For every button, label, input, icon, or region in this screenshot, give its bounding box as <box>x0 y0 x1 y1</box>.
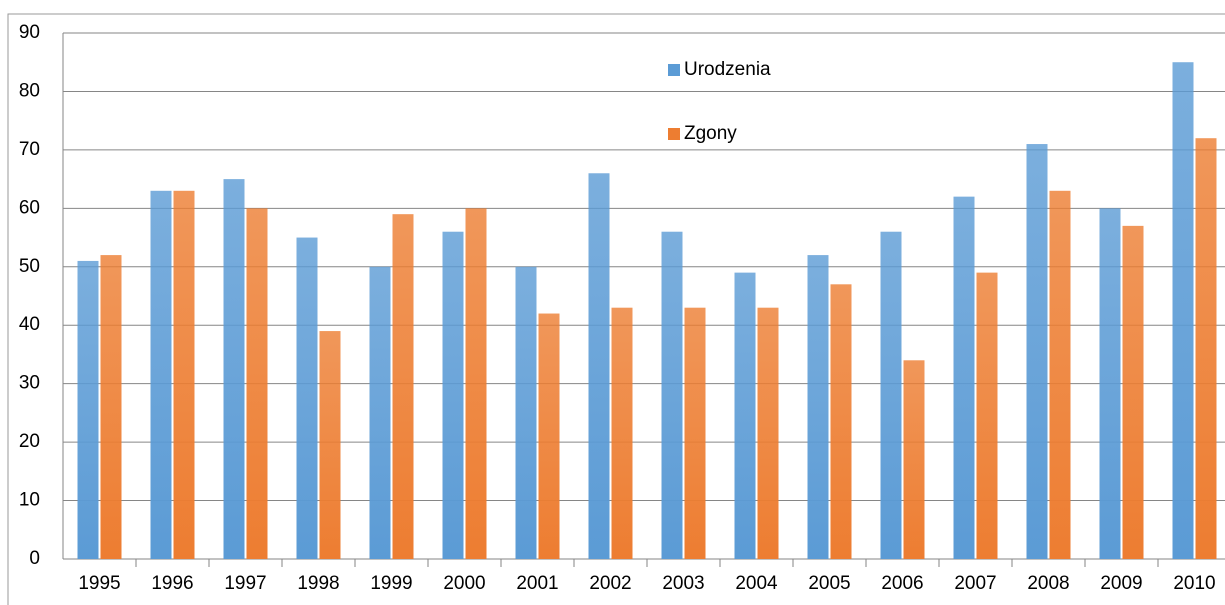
x-tick-label: 2004 <box>735 573 778 594</box>
bar <box>296 237 318 560</box>
bar <box>465 208 487 560</box>
bar <box>734 272 756 559</box>
bar <box>319 331 341 559</box>
x-tick-label: 1997 <box>224 573 266 594</box>
bar <box>1026 144 1048 560</box>
bar <box>77 260 99 559</box>
x-tick-label: 2005 <box>808 573 850 594</box>
x-tick-label: 1998 <box>297 573 339 594</box>
x-tick-label: 2009 <box>1100 573 1142 594</box>
bar <box>1172 62 1194 559</box>
bar <box>1195 138 1217 559</box>
y-tick-label: 30 <box>19 373 40 394</box>
bar <box>246 208 268 560</box>
legend-label: Urodzenia <box>684 59 771 80</box>
bar <box>757 307 779 559</box>
bar <box>150 190 172 560</box>
y-tick-label: 70 <box>19 139 40 160</box>
bar <box>173 190 195 560</box>
y-tick-label: 90 <box>19 22 40 43</box>
bar <box>903 360 925 559</box>
chart-border <box>7 13 1225 605</box>
x-tick-label: 2001 <box>516 573 558 594</box>
bar <box>661 231 683 559</box>
bar <box>684 307 706 559</box>
legend-swatch <box>668 64 680 76</box>
y-tick-label: 20 <box>19 431 40 452</box>
x-tick-label: 2002 <box>589 573 631 594</box>
bar <box>538 313 560 559</box>
x-tick-label: 2007 <box>954 573 996 594</box>
legend-label: Zgony <box>684 123 737 144</box>
bar <box>223 179 245 559</box>
bar <box>369 266 391 559</box>
bar <box>1122 225 1144 559</box>
bar <box>1049 190 1071 560</box>
bar <box>1099 208 1121 560</box>
bar <box>807 255 829 560</box>
bar <box>953 196 975 559</box>
bar <box>611 307 633 559</box>
x-tick-label: 2006 <box>881 573 923 594</box>
bar <box>588 173 610 559</box>
x-tick-label: 1996 <box>151 573 193 594</box>
y-tick-label: 10 <box>19 490 40 511</box>
y-tick-label: 60 <box>19 197 40 218</box>
bar <box>100 255 122 560</box>
bar <box>830 284 852 559</box>
x-tick-label: 1999 <box>370 573 412 594</box>
x-tick-label: 2008 <box>1027 573 1069 594</box>
x-tick-label: 2010 <box>1173 573 1215 594</box>
bar <box>976 272 998 559</box>
bar <box>392 214 414 559</box>
bar <box>880 231 902 559</box>
y-tick-label: 80 <box>19 80 40 101</box>
y-tick-label: 50 <box>19 256 40 277</box>
y-tick-label: 0 <box>29 548 40 569</box>
x-tick-label: 1995 <box>78 573 120 594</box>
y-tick-label: 40 <box>19 314 40 335</box>
x-tick-label: 2000 <box>443 573 485 594</box>
x-tick-label: 2003 <box>662 573 704 594</box>
legend-swatch <box>668 128 680 140</box>
bar <box>442 231 464 559</box>
bar <box>515 266 537 559</box>
